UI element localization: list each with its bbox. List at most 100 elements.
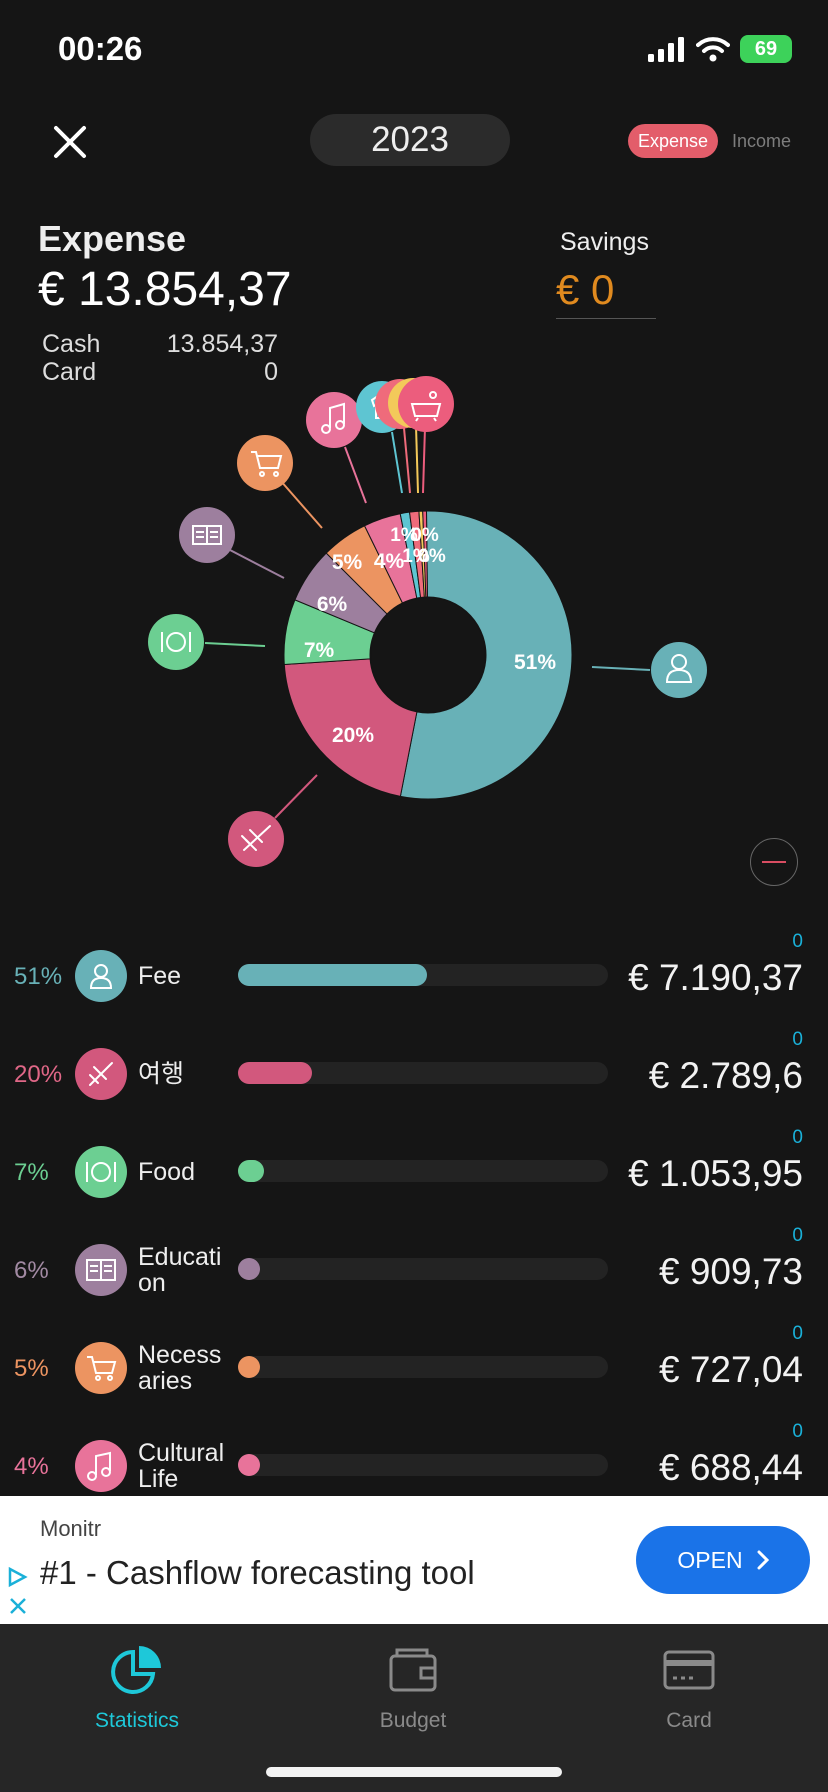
category-percent: 7% <box>14 1159 49 1186</box>
slice-label: 20% <box>332 724 374 747</box>
slice-label: 6% <box>317 593 348 616</box>
tab-bar: Statistics Budget Card <box>0 1624 828 1792</box>
ad-brand: Monitr <box>40 1516 102 1541</box>
category-name: Cultural Life <box>138 1439 225 1493</box>
category-progress <box>238 964 608 986</box>
signal-icon <box>648 37 684 62</box>
category-progress <box>238 1062 608 1084</box>
category-progress <box>238 1356 608 1378</box>
slice-label: 1% <box>402 546 430 567</box>
tab-label: Statistics <box>94 1709 180 1732</box>
plate-icon <box>161 632 191 652</box>
close-button[interactable] <box>50 122 90 162</box>
ad-headline: #1 - Cashflow forecasting tool <box>40 1554 475 1591</box>
credit-card-icon <box>663 1650 715 1690</box>
cash-value: 13.854,37 <box>166 330 278 358</box>
tab-label: Budget <box>379 1709 447 1732</box>
category-progress <box>238 1160 608 1182</box>
year-selector[interactable]: 2023 <box>310 114 510 166</box>
category-amount: € 688,44 <box>658 1447 803 1488</box>
person-icon <box>75 950 127 1002</box>
plate-icon <box>75 1146 127 1198</box>
category-bubble-necessaries[interactable] <box>237 435 293 491</box>
cash-row: Cash 13.854,37 <box>42 330 278 358</box>
category-bubble-education[interactable] <box>179 507 235 563</box>
expense-donut-chart: 51% 20% 7% 6% 5% 4% 1% 1% 0% 0% <box>148 376 707 867</box>
category-bubble-other-3[interactable] <box>398 376 454 432</box>
bath-icon <box>410 391 442 422</box>
payment-breakdown: Cash 13.854,37 Card 0 <box>42 330 278 386</box>
category-row[interactable]: 7% Food 0 € 1.053,95 <box>0 1121 828 1219</box>
status-bar: 00:26 69 <box>0 0 828 100</box>
home-indicator[interactable] <box>266 1767 562 1777</box>
category-count: 0 <box>792 1421 803 1442</box>
battery-level: 69 <box>754 37 778 60</box>
music-icon <box>75 1440 127 1492</box>
wifi-icon <box>696 37 730 62</box>
category-percent: 51% <box>14 963 63 990</box>
category-amount: € 7.190,37 <box>628 957 803 998</box>
category-progress <box>238 1258 608 1280</box>
slice-label: 4% <box>374 550 405 573</box>
donut-slice[interactable] <box>422 510 428 598</box>
category-name: Fee <box>138 962 182 990</box>
wallet-icon <box>389 1648 437 1692</box>
category-bubble-fee[interactable] <box>651 642 707 698</box>
category-progress-fill <box>238 964 427 986</box>
category-row[interactable]: 4% Cultural Life 0 € 688,44 <box>0 1415 828 1513</box>
adchoices-icon[interactable] <box>6 1566 28 1588</box>
donut-slice[interactable] <box>399 510 573 800</box>
category-count: 0 <box>792 1323 803 1344</box>
category-row[interactable]: 51% Fee 0 € 7.190,37 <box>0 925 828 1023</box>
category-amount: € 2.789,6 <box>648 1055 803 1096</box>
airplane-icon <box>75 1048 127 1100</box>
category-bubble-cultural-life[interactable] <box>306 392 362 448</box>
category-bubble-travel[interactable] <box>228 811 284 867</box>
slice-label: 0% <box>411 525 439 546</box>
chevron-right-icon <box>757 1550 769 1570</box>
category-progress-fill <box>238 1454 260 1476</box>
income-toggle[interactable]: Income <box>732 130 792 151</box>
category-bubble-food[interactable] <box>148 614 204 670</box>
tab-statistics[interactable]: Statistics <box>47 1642 227 1733</box>
music-icon <box>321 402 345 434</box>
pie-chart-icon <box>111 1646 161 1694</box>
ad-banner[interactable]: Monitr #1 - Cashflow forecasting tool OP… <box>0 1496 828 1624</box>
category-row[interactable]: 5% Necessaries 0 € 727,04 <box>0 1317 828 1415</box>
person-icon <box>665 654 693 683</box>
category-percent: 20% <box>14 1061 63 1088</box>
savings-value: € 0 <box>556 266 656 319</box>
ad-close-icon[interactable] <box>8 1596 28 1616</box>
slice-label: 7% <box>304 639 335 662</box>
book-icon <box>192 525 222 545</box>
category-amount: € 909,73 <box>658 1251 803 1292</box>
expense-label: Expense <box>38 218 187 259</box>
tab-budget[interactable]: Budget <box>323 1642 503 1733</box>
minus-icon <box>762 861 786 863</box>
category-percent: 4% <box>14 1453 49 1480</box>
category-name: Education <box>138 1243 222 1297</box>
category-progress <box>238 1454 608 1476</box>
category-list: 51% Fee 0 € 7.190,37 20% 여행 0 € 2.789,6 … <box>0 925 828 1513</box>
tab-card[interactable]: Card <box>599 1642 779 1733</box>
cart-icon <box>251 451 283 477</box>
ad-open-button[interactable]: OPEN <box>636 1526 810 1594</box>
battery-icon: 69 <box>740 35 792 63</box>
category-progress-fill <box>238 1062 312 1084</box>
expense-toggle[interactable]: Expense <box>628 124 718 158</box>
collapse-button[interactable] <box>750 838 798 886</box>
cash-label: Cash <box>42 330 101 358</box>
category-progress-fill <box>238 1356 260 1378</box>
card-label: Card <box>42 358 97 386</box>
category-row[interactable]: 20% 여행 0 € 2.789,6 <box>0 1023 828 1121</box>
status-time: 00:26 <box>58 30 143 67</box>
category-count: 0 <box>792 931 803 952</box>
category-row[interactable]: 6% Education 0 € 909,73 <box>0 1219 828 1317</box>
donut-slice[interactable] <box>283 658 418 797</box>
card-row: Card 0 <box>42 358 278 386</box>
category-count: 0 <box>792 1127 803 1148</box>
slice-label: 1% <box>390 525 418 546</box>
slice-label: 5% <box>332 551 363 574</box>
tab-label: Card <box>666 1709 712 1732</box>
category-progress-fill <box>238 1258 261 1280</box>
